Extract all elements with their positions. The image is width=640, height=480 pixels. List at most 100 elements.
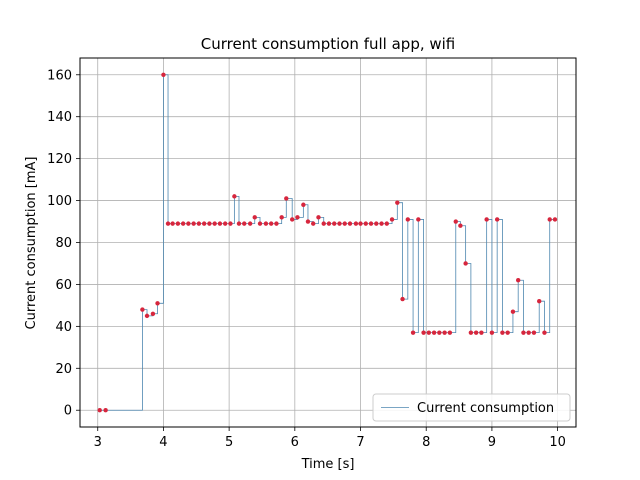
data-point	[552, 217, 558, 222]
y-tick-label: 40	[55, 320, 72, 335]
data-point	[170, 221, 175, 226]
data-point	[305, 219, 311, 224]
data-point	[252, 215, 257, 220]
x-tick-label: 7	[356, 435, 364, 450]
x-tick-label: 5	[225, 435, 233, 450]
data-point	[416, 217, 421, 222]
data-point	[447, 330, 453, 335]
data-point	[515, 278, 521, 283]
data-point	[217, 221, 223, 226]
x-axis-ticks: 3 4 5 6 7 8 9 10	[94, 427, 566, 450]
data-point	[337, 221, 342, 226]
data-point	[222, 221, 228, 226]
legend-box	[372, 393, 571, 422]
x-tick-label: 10	[549, 435, 566, 450]
plot-area	[97, 72, 558, 413]
chart-title: Current consumption full app, wifi	[201, 35, 456, 53]
data-point	[321, 221, 326, 226]
data-point	[510, 309, 516, 314]
data-point	[410, 330, 416, 335]
data-point	[463, 261, 468, 266]
data-point	[342, 221, 347, 226]
legend-label: Current consumption	[417, 401, 554, 416]
data-point	[542, 330, 547, 335]
x-tick-label: 9	[488, 435, 496, 450]
data-point	[347, 221, 353, 226]
y-tick-label: 160	[47, 68, 72, 83]
data-point	[484, 217, 489, 222]
data-point	[489, 330, 495, 335]
data-point	[379, 221, 384, 226]
data-point	[161, 72, 166, 77]
data-point	[140, 307, 145, 312]
data-point	[332, 221, 337, 226]
data-point	[537, 299, 542, 304]
x-tick-label: 3	[94, 435, 102, 450]
data-point	[144, 313, 150, 319]
data-point	[232, 194, 237, 199]
data-point	[468, 330, 474, 335]
data-point	[521, 330, 526, 335]
x-axis-label: Time [s]	[301, 457, 355, 472]
data-point	[295, 215, 300, 220]
data-point	[494, 217, 500, 222]
data-point	[155, 301, 160, 306]
data-point	[363, 221, 368, 226]
data-point	[500, 330, 505, 335]
data-point	[505, 330, 510, 335]
data-point	[175, 221, 181, 226]
data-point	[405, 217, 411, 222]
data-point	[437, 330, 442, 335]
data-point	[384, 221, 389, 226]
data-point	[358, 221, 363, 226]
data-point	[212, 221, 217, 226]
grid	[80, 58, 576, 427]
y-tick-label: 60	[55, 278, 72, 293]
data-point	[284, 196, 289, 201]
data-point	[395, 200, 400, 205]
data-point	[289, 217, 295, 222]
legend: Current consumption	[372, 393, 571, 422]
data-point	[165, 221, 171, 226]
data-point	[453, 219, 458, 224]
data-point	[374, 221, 379, 226]
data-point	[431, 330, 437, 335]
data-point	[531, 330, 537, 335]
data-point	[150, 311, 156, 316]
y-tick-label: 100	[47, 194, 72, 209]
y-tick-label: 140	[47, 110, 72, 125]
data-point	[228, 221, 233, 226]
x-tick-label: 4	[159, 435, 167, 450]
data-point	[301, 202, 306, 207]
data-point	[311, 221, 316, 226]
data-point	[353, 221, 359, 226]
y-axis-ticks: 0 20 40 60 80 100 120 140 160	[47, 68, 80, 419]
data-point	[97, 408, 102, 413]
data-point	[479, 330, 484, 335]
data-point	[326, 221, 332, 226]
data-point	[547, 217, 552, 222]
data-point	[180, 221, 186, 226]
data-point	[442, 330, 447, 335]
data-point	[268, 221, 274, 226]
data-point	[458, 223, 463, 228]
data-point	[473, 330, 479, 335]
data-point	[186, 221, 191, 226]
x-tick-label: 8	[422, 435, 430, 450]
data-point	[274, 221, 279, 226]
data-point	[103, 408, 108, 413]
data-point	[279, 215, 284, 220]
data-point	[368, 221, 374, 226]
y-axis-label: Current consumption [mA]	[24, 157, 39, 330]
y-tick-label: 80	[55, 236, 72, 251]
y-tick-label: 120	[47, 152, 72, 167]
y-tick-label: 20	[55, 362, 72, 377]
x-tick-label: 6	[291, 435, 299, 450]
data-point	[389, 217, 395, 222]
data-point	[263, 221, 269, 226]
data-point	[207, 221, 212, 226]
y-tick-label: 0	[64, 404, 72, 419]
data-point	[247, 221, 253, 226]
data-point	[191, 221, 196, 226]
